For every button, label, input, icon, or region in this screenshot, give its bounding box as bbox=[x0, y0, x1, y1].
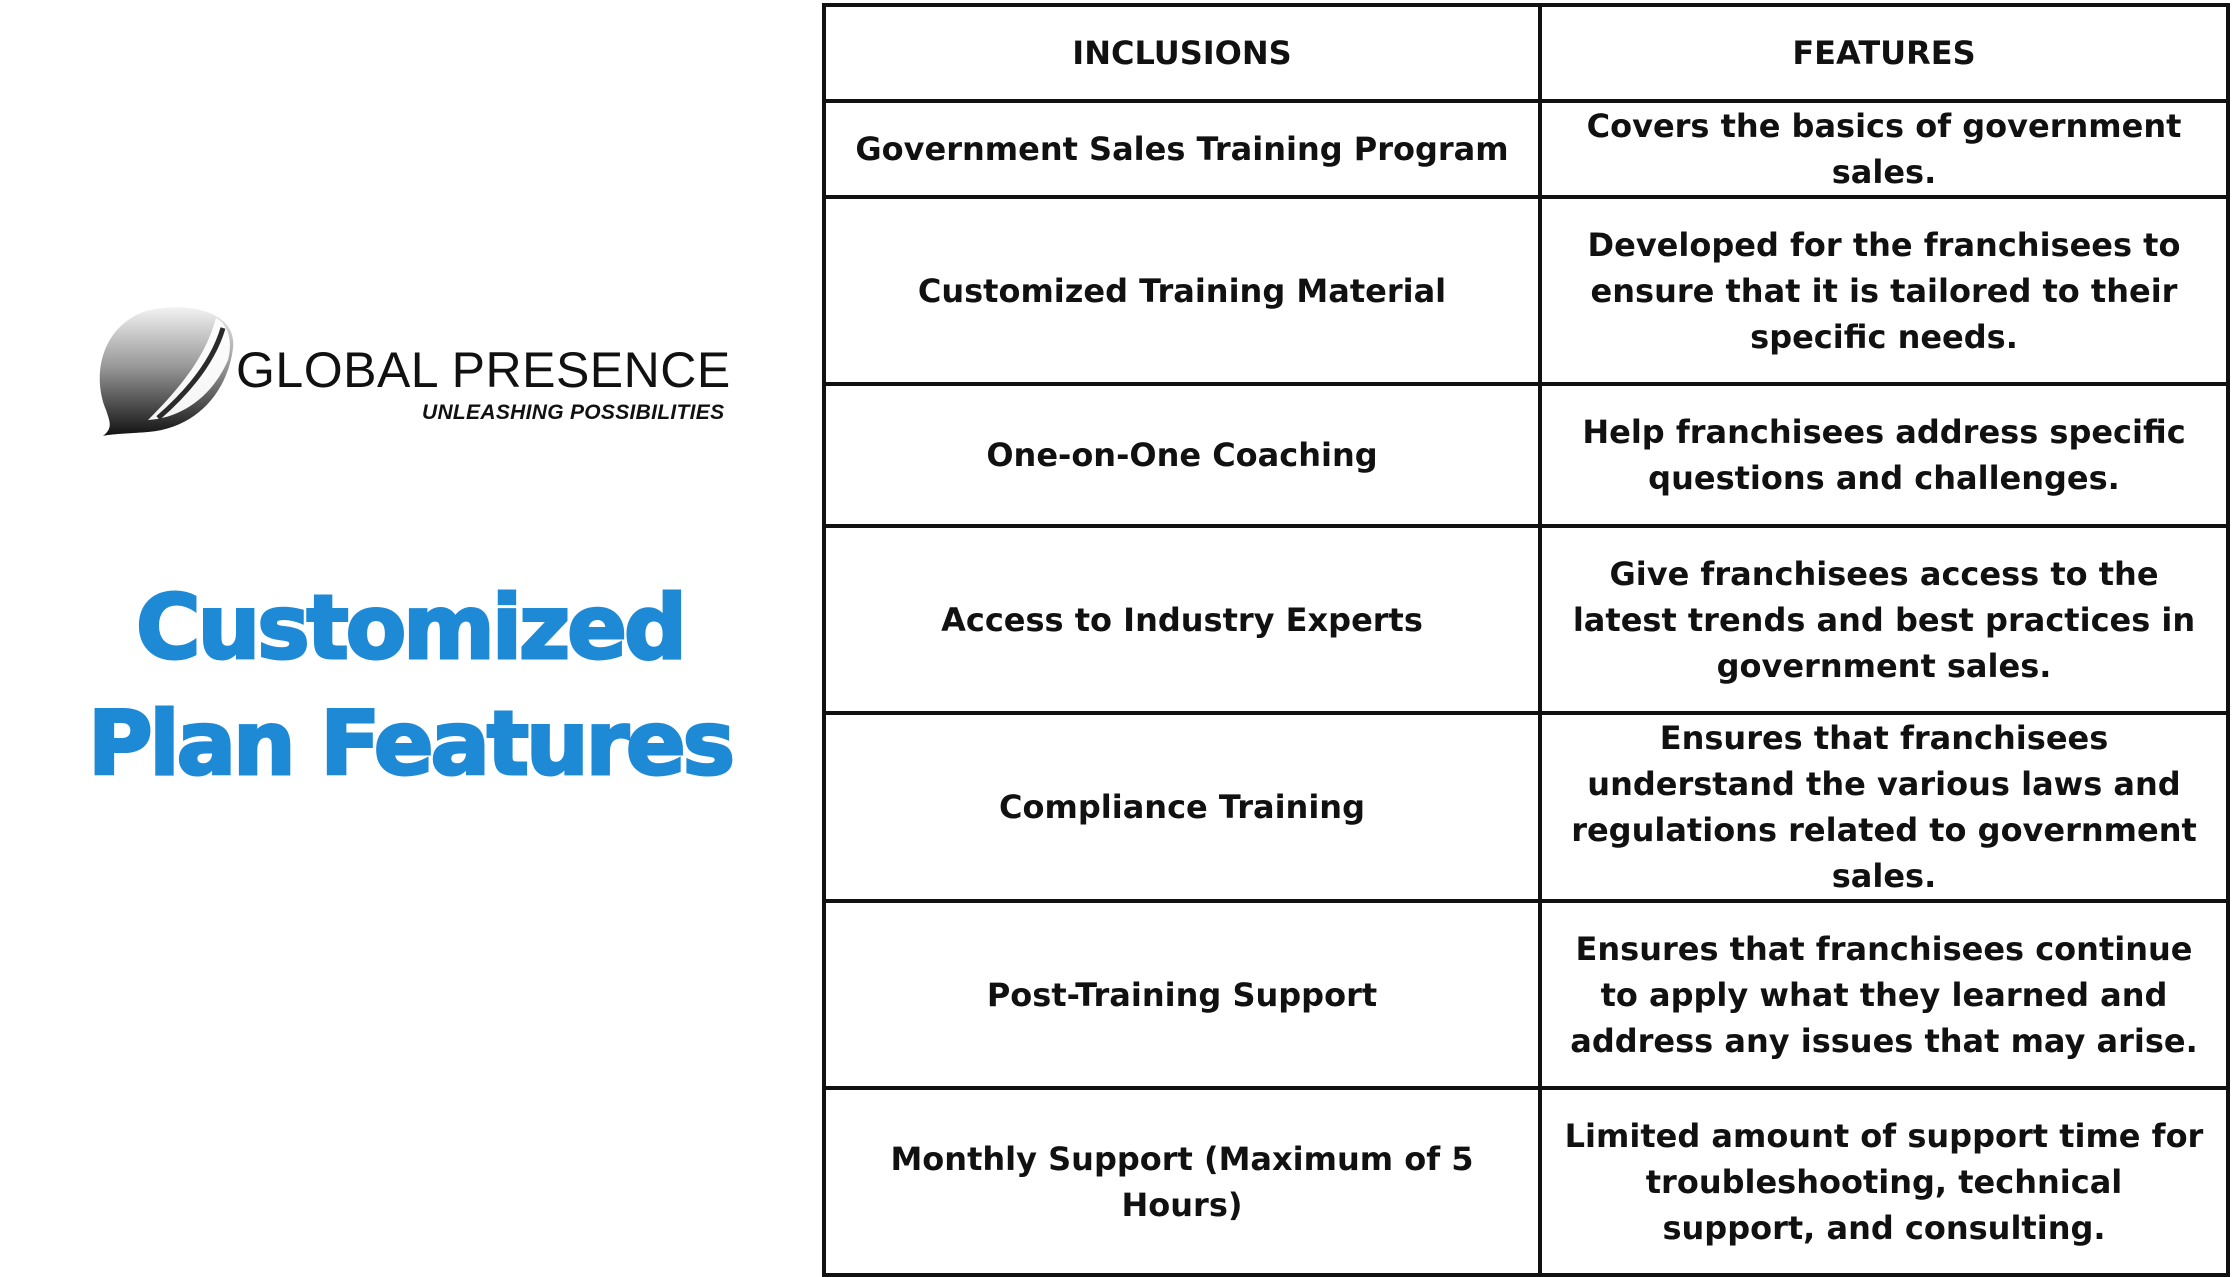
inclusion-cell: Access to Industry Experts bbox=[822, 524, 1542, 715]
feature-cell: Covers the basics of government sales. bbox=[1538, 99, 2230, 199]
brand-logo: GLOBAL PRESENCE UNLEASHING POSSIBILITIES bbox=[88, 300, 768, 450]
table-row: Monthly Support (Maximum of 5 Hours) Lim… bbox=[822, 1086, 2230, 1277]
features-table: INCLUSIONS FEATURES Government Sales Tra… bbox=[822, 3, 2230, 1277]
inclusion-cell: Post-Training Support bbox=[822, 899, 1542, 1090]
feature-cell: Help franchisees address specific questi… bbox=[1538, 382, 2230, 528]
table-row: Access to Industry Experts Give franchis… bbox=[822, 524, 2230, 715]
inclusion-cell: Customized Training Material bbox=[822, 195, 1542, 386]
table-row: Customized Training Material Developed f… bbox=[822, 195, 2230, 386]
brand-name: GLOBAL PRESENCE bbox=[236, 342, 731, 398]
feature-cell: Ensures that franchisees continue to app… bbox=[1538, 899, 2230, 1090]
features-table-container: INCLUSIONS FEATURES Government Sales Tra… bbox=[822, 3, 2230, 1277]
column-header-features: FEATURES bbox=[1538, 3, 2230, 103]
inclusion-cell: Monthly Support (Maximum of 5 Hours) bbox=[822, 1086, 1542, 1277]
brand-tagline: UNLEASHING POSSIBILITIES bbox=[422, 401, 725, 424]
column-header-inclusions: INCLUSIONS bbox=[822, 3, 1542, 103]
table-row: Government Sales Training Program Covers… bbox=[822, 99, 2230, 199]
left-panel: GLOBAL PRESENCE UNLEASHING POSSIBILITIES… bbox=[0, 0, 820, 1260]
inclusion-cell: Compliance Training bbox=[822, 711, 1542, 903]
page-title-line-1: Customized bbox=[135, 575, 689, 681]
inclusion-cell: Government Sales Training Program bbox=[822, 99, 1542, 199]
inclusion-cell: One-on-One Coaching bbox=[822, 382, 1542, 528]
table-row: Post-Training Support Ensures that franc… bbox=[822, 899, 2230, 1090]
feature-cell: Ensures that franchisees understand the … bbox=[1538, 711, 2230, 903]
table-row: One-on-One Coaching Help franchisees add… bbox=[822, 382, 2230, 528]
feature-cell: Developed for the franchisees to ensure … bbox=[1538, 195, 2230, 386]
page-title-line-2: Plan Features bbox=[86, 691, 736, 797]
globe-swoosh-icon bbox=[99, 307, 234, 436]
page-title: Customized Plan Features bbox=[0, 570, 820, 802]
table-header-row: INCLUSIONS FEATURES bbox=[822, 3, 2230, 103]
feature-cell: Give franchisees access to the latest tr… bbox=[1538, 524, 2230, 715]
table-row: Compliance Training Ensures that franchi… bbox=[822, 711, 2230, 903]
feature-cell: Limited amount of support time for troub… bbox=[1538, 1086, 2230, 1277]
